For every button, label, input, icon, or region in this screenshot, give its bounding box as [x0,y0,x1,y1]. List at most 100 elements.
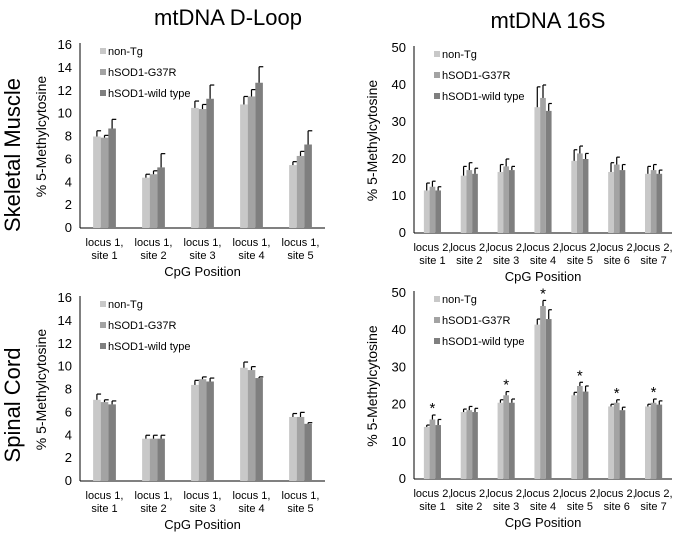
x-tick-label-line: locus 1, [86,237,124,249]
x-tick-label-line: site 4 [238,503,264,515]
x-tick-label: locus 2, site 4 [524,488,562,513]
y-tick-label: 4 [65,427,72,442]
x-axis-label: CpG Position [164,264,241,279]
x-tick-label: locus 1, site 1 [86,490,124,515]
x-tick-label-line: site 5 [567,501,593,513]
bar [429,186,436,233]
x-tick-label-line: site 3 [493,501,519,513]
x-tick-label: locus 1, site 5 [282,490,320,515]
x-tick-label: locus 1, site 4 [233,237,271,262]
y-tick-label: 30 [392,114,406,129]
y-tick-label: 10 [392,188,406,203]
bar [577,153,583,233]
bar [423,426,430,479]
bar [650,170,657,233]
legend-label: non-Tg [442,49,477,61]
y-tick-label: 20 [392,397,406,412]
x-tick-label-line: locus 2, [450,242,488,254]
x-tick-label-line: site 4 [530,255,556,267]
legend-label: hSOD1-G37R [442,70,511,82]
x-tick-label: locus 1, site 1 [86,237,124,262]
bar [149,174,158,228]
x-tick-label: locus 2, site 1 [413,242,451,267]
x-tick-label-line: locus 2, [413,488,451,500]
x-tick-label-line: site 7 [640,255,666,267]
y-tick-label: 14 [58,60,72,75]
bar [545,319,552,479]
x-axis-label: CpG Position [505,269,582,284]
significance-marker: * [503,377,509,394]
x-tick-label-line: locus 1, [184,490,222,502]
x-tick-label: locus 2, site 7 [635,488,673,513]
x-tick-label-line: locus 2, [598,242,636,254]
legend-swatch [100,90,106,96]
x-tick-label-line: site 5 [567,255,593,267]
x-tick-label-line: locus 1, [184,237,222,249]
x-tick-label-line: locus 1, [135,237,173,249]
legend-swatch [100,69,106,75]
legend-swatch [434,93,440,99]
significance-marker: * [577,367,583,384]
legend-swatch [100,301,106,307]
bar [472,173,478,233]
y-tick-label: 2 [65,450,72,465]
y-axis-label: % 5-Methylcytosine [33,76,49,198]
bar [619,170,626,233]
bar [100,402,109,481]
x-tick-label-line: site 5 [287,503,313,515]
y-tick-label: 0 [65,473,72,488]
row-title-skeletal-muscle: Skeletal Muscle [0,78,25,232]
bar [582,391,589,479]
x-tick-label: locus 2, site 7 [635,242,673,267]
x-tick-label: locus 1, site 5 [282,237,320,262]
bar [296,155,305,228]
x-tick-label: locus 2, site 2 [450,242,488,267]
y-tick-label: 20 [392,151,406,166]
y-tick-label: 8 [65,129,72,144]
row-title-spinal-cord: Spinal Cord [0,348,25,463]
bar [619,410,626,479]
legend-label: non-Tg [108,46,143,58]
bar [497,402,504,479]
column-title-16s: mtDNA 16S [491,8,606,33]
x-tick-label: locus 2, site 6 [598,242,636,267]
x-axis-label: CpG Position [505,515,582,530]
legend-swatch [100,48,106,54]
bar [198,109,207,228]
bar [545,110,552,233]
x-tick-label-line: locus 2, [487,242,525,254]
legend-swatch [434,72,440,78]
legend-swatch [434,338,440,344]
bar [100,137,109,228]
legend-label: hSOD1-G37R [442,315,511,327]
x-tick-label-line: site 2 [456,255,482,267]
x-tick-label: locus 2, site 6 [598,488,636,513]
x-tick-label-line: site 1 [91,503,117,515]
bar [240,367,248,481]
x-tick-label-line: site 6 [604,501,630,513]
significance-marker: * [430,400,436,417]
bar [191,384,199,481]
bar [656,173,663,233]
bar [247,370,256,481]
bar [534,107,541,233]
legend-swatch [100,322,106,328]
bar [508,170,515,233]
bar [93,399,101,481]
bar [289,416,297,481]
x-tick-label-line: locus 2, [487,488,525,500]
y-axis-label: % 5-Methylcytosine [364,80,380,202]
bar [423,190,430,233]
y-tick-label: 16 [58,37,72,52]
bar [613,164,620,233]
x-tick-label-line: site 4 [238,250,264,262]
significance-marker: * [614,385,620,402]
x-tick-label: locus 1, site 4 [233,490,271,515]
bar [247,96,256,228]
bar [503,395,509,479]
legend-swatch [100,343,106,349]
bar [429,419,436,479]
bar [540,97,546,233]
y-tick-label: 50 [392,40,406,55]
